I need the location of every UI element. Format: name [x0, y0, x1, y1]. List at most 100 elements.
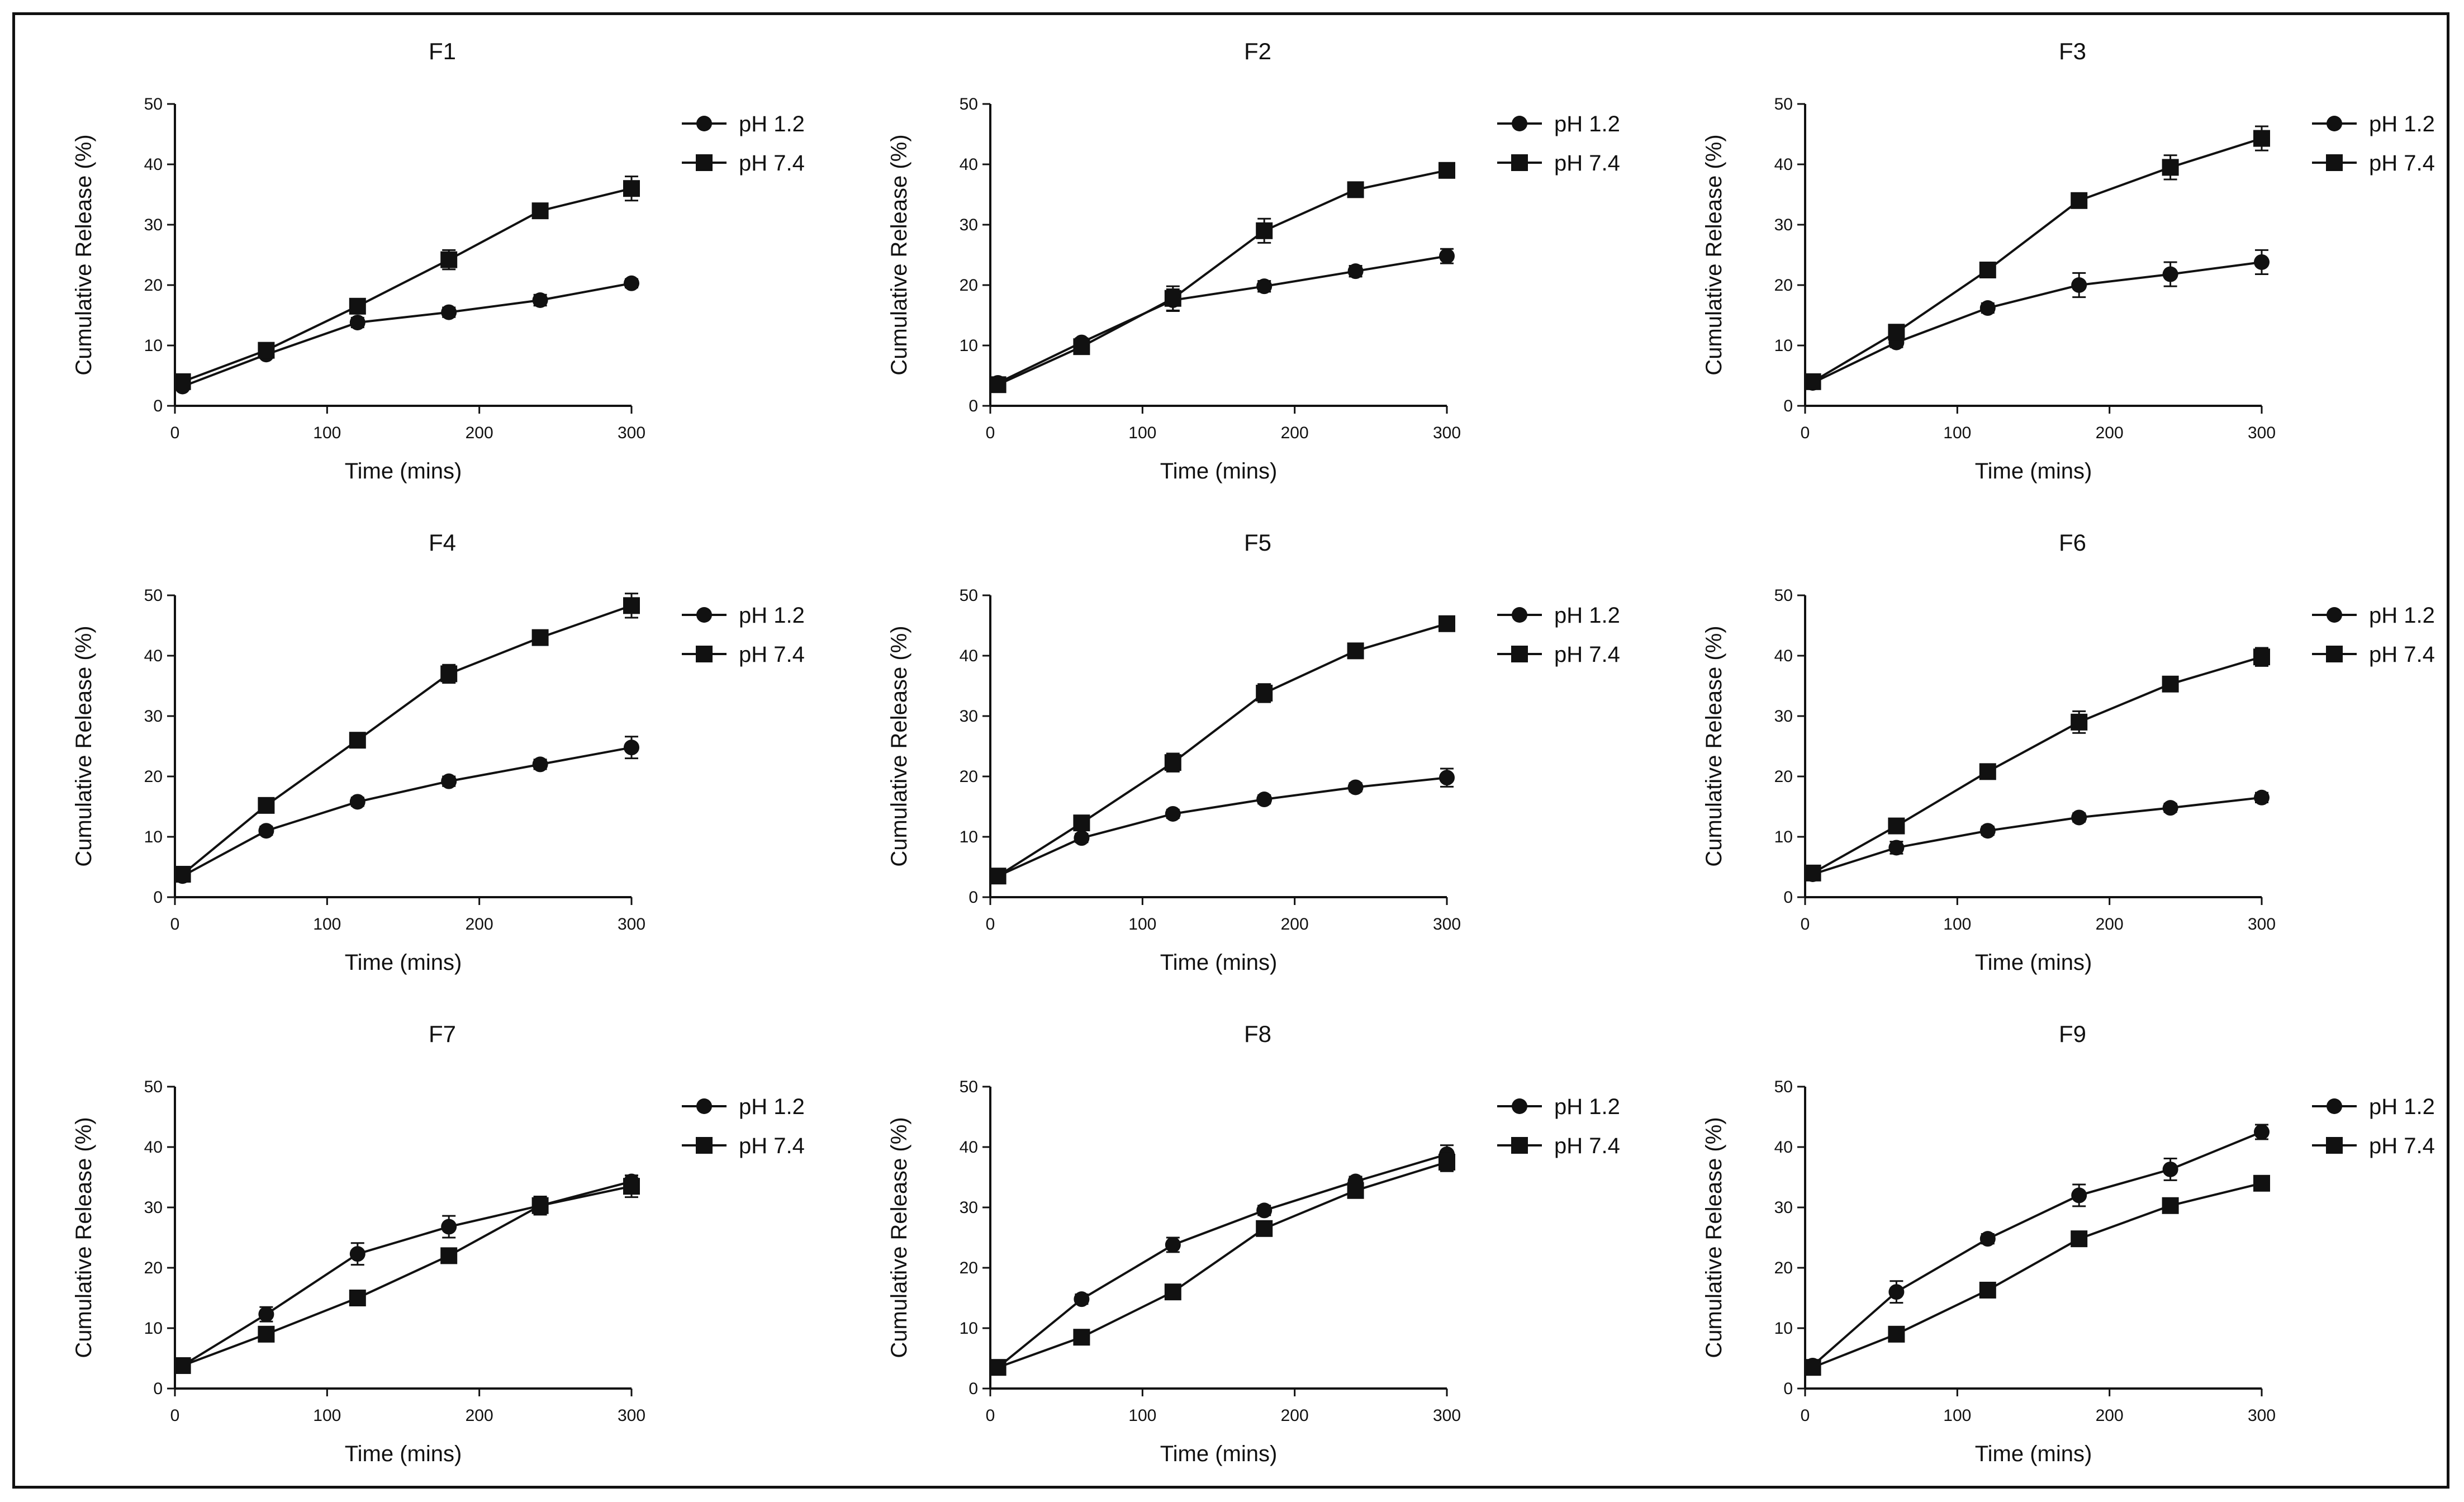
legend-label: pH 1.2	[2369, 112, 2435, 136]
data-point	[531, 202, 549, 220]
y-tick-label: 30	[960, 1198, 978, 1217]
legend-label: pH 7.4	[739, 642, 805, 667]
data-point	[1347, 779, 1364, 795]
y-tick-label: 40	[960, 155, 978, 174]
data-point	[2254, 1124, 2270, 1140]
y-tick-label: 0	[153, 1380, 163, 1398]
legend-marker	[2326, 1137, 2343, 1154]
x-tick-label: 0	[170, 915, 180, 934]
data-point	[440, 1247, 458, 1264]
series-line	[1812, 137, 2262, 383]
data-point	[1888, 324, 1905, 341]
y-tick-label: 20	[144, 767, 163, 786]
series-ph-7-4	[1804, 125, 2270, 390]
data-point	[1804, 864, 1821, 882]
legend-marker	[696, 116, 712, 131]
y-tick-label: 30	[1774, 707, 1793, 726]
x-tick-label: 300	[618, 424, 645, 442]
data-point	[1256, 1202, 1273, 1219]
y-tick-label: 0	[968, 397, 978, 415]
y-tick-label: 30	[960, 216, 978, 234]
series-line	[182, 1185, 632, 1367]
data-point	[2071, 192, 2088, 209]
y-tick-label: 10	[960, 337, 978, 355]
y-tick-label: 0	[1783, 888, 1793, 907]
y-tick-label: 0	[968, 888, 978, 907]
x-tick-label: 100	[1943, 915, 1971, 934]
y-tick-label: 10	[144, 828, 163, 846]
data-point	[989, 1359, 1007, 1376]
y-axis-label: Cumulative Release (%)	[72, 134, 96, 375]
legend-marker	[1512, 1098, 1527, 1114]
data-point	[258, 1325, 275, 1343]
legend-label: pH 1.2	[739, 112, 805, 136]
x-axis-label: Time (mins)	[1160, 1442, 1278, 1466]
y-tick-label: 10	[144, 1319, 163, 1338]
y-tick-label: 40	[1774, 155, 1793, 174]
data-point	[1256, 278, 1273, 295]
y-tick-label: 50	[960, 586, 978, 605]
data-point	[2253, 130, 2270, 147]
y-tick-label: 50	[144, 95, 163, 113]
data-point	[1438, 1154, 1455, 1171]
data-point	[2254, 789, 2270, 806]
y-tick-label: 20	[960, 276, 978, 295]
chart-title: F2	[1244, 38, 1271, 64]
data-point	[1979, 300, 1996, 316]
series-line	[997, 255, 1447, 384]
series-line	[182, 282, 632, 388]
y-tick-label: 0	[968, 1380, 978, 1398]
y-tick-label: 0	[1783, 397, 1793, 415]
y-tick-label: 40	[1774, 1138, 1793, 1157]
legend-label: pH 7.4	[2369, 151, 2435, 176]
legend-marker	[1512, 116, 1527, 131]
y-axis-label: Cumulative Release (%)	[1702, 134, 1726, 375]
y-tick-label: 20	[1774, 1259, 1793, 1277]
legend-marker	[696, 607, 712, 623]
data-point	[2162, 800, 2178, 816]
data-point	[1439, 248, 1455, 264]
y-tick-label: 50	[960, 95, 978, 113]
x-tick-label: 100	[1128, 424, 1156, 442]
x-tick-label: 200	[1281, 424, 1309, 442]
data-point	[1888, 1325, 1905, 1343]
series-line	[997, 776, 1447, 878]
y-tick-label: 40	[960, 1138, 978, 1157]
data-point	[1438, 162, 1455, 179]
x-tick-label: 200	[1281, 915, 1309, 934]
data-point	[1347, 181, 1364, 198]
x-tick-label: 0	[170, 424, 180, 442]
series-ph-7-4	[174, 176, 640, 390]
x-tick-label: 0	[1801, 915, 1810, 934]
series-ph-1-2	[174, 736, 639, 884]
data-point	[441, 304, 457, 320]
x-tick-label: 200	[2096, 915, 2124, 934]
y-tick-label: 0	[153, 888, 163, 907]
data-point	[1888, 817, 1905, 835]
data-point	[2071, 713, 2088, 731]
series-ph-7-4	[174, 1174, 640, 1374]
y-axis-label: Cumulative Release (%)	[887, 134, 911, 375]
data-point	[1347, 263, 1364, 279]
legend-label: pH 7.4	[739, 151, 805, 176]
y-axis-label: Cumulative Release (%)	[1702, 626, 1726, 866]
data-point	[1979, 1231, 1996, 1247]
series-ph-7-4	[1804, 1174, 2270, 1376]
data-point	[349, 297, 366, 315]
chart-f7: F7 0 10 20 30 40 50 0 100 200 300 Time (mins) Cumula…	[72, 1021, 805, 1466]
y-tick-label: 10	[1774, 337, 1793, 355]
data-point	[989, 868, 1007, 885]
x-axis-label: Time (mins)	[345, 950, 462, 975]
y-axis-label: Cumulative Release (%)	[72, 626, 96, 866]
series-line	[997, 622, 1447, 877]
x-tick-label: 100	[1943, 424, 1971, 442]
data-point	[1256, 1220, 1273, 1237]
data-point	[1804, 1359, 1821, 1376]
y-tick-label: 0	[153, 397, 163, 415]
x-axis-label: Time (mins)	[1160, 459, 1278, 484]
series-ph-7-4	[174, 593, 640, 883]
x-tick-label: 300	[2248, 915, 2276, 934]
data-point	[624, 275, 639, 291]
chart-f8: F8 0 10 20 30 40 50 0 100 200 300 Time (mins) Cumula…	[887, 1021, 1620, 1466]
series-line	[1812, 1131, 2262, 1367]
